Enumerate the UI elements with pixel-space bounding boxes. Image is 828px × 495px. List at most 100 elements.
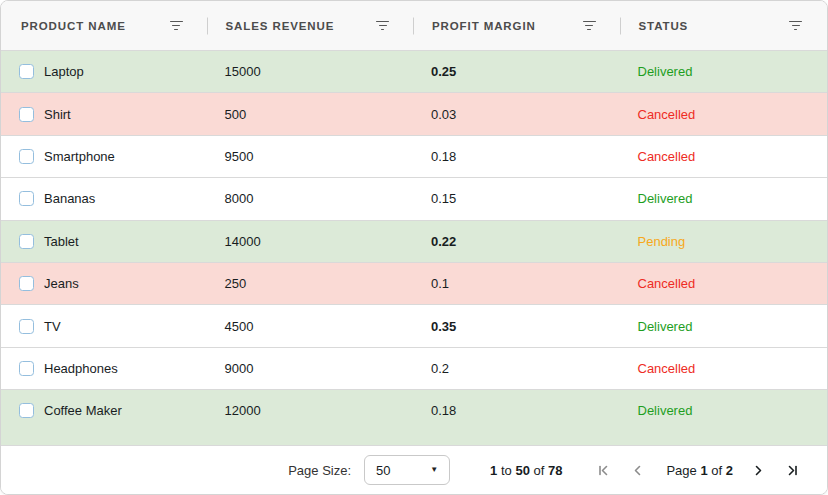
profit-margin-text: 0.03: [431, 107, 456, 122]
status-badge: Delivered: [638, 64, 693, 79]
status-cell: Cancelled: [621, 136, 828, 177]
previous-page-icon[interactable]: [624, 457, 650, 483]
column-header-sales-revenue[interactable]: Sales Revenue: [208, 1, 415, 50]
product-name-text: Tablet: [44, 234, 79, 249]
page-size-select[interactable]: 50 ▼: [364, 455, 450, 485]
sales-revenue-text: 14000: [225, 234, 261, 249]
page-indicator: Page 1 of 2: [666, 463, 733, 478]
grid-header-row: Product Name Sales Revenue Profit Margin…: [1, 1, 827, 51]
product-name-text: Laptop: [44, 64, 84, 79]
table-row[interactable]: Headphones 9000 0.2 Cancelled: [1, 348, 827, 390]
profit-margin-text: 0.1: [431, 276, 449, 291]
table-row[interactable]: Coffee Maker 12000 0.18 Delivered: [1, 390, 827, 425]
pagination-controls: Page 1 of 2: [590, 457, 805, 483]
product-name-cell: Jeans: [1, 263, 208, 304]
profit-margin-cell: 0.18: [414, 390, 621, 425]
status-badge: Delivered: [638, 191, 693, 206]
status-cell: Delivered: [621, 178, 828, 219]
profit-margin-text: 0.25: [431, 64, 456, 79]
range-total: 78: [548, 463, 562, 478]
row-checkbox[interactable]: [19, 64, 34, 79]
chevron-down-icon: ▼: [430, 466, 438, 474]
status-badge: Delivered: [638, 403, 693, 418]
table-row[interactable]: Smartphone 9500 0.18 Cancelled: [1, 136, 827, 178]
sales-revenue-text: 12000: [225, 403, 261, 418]
status-cell: Cancelled: [621, 93, 828, 134]
product-name-cell: Smartphone: [1, 136, 208, 177]
range-of-label: of: [534, 463, 545, 478]
status-cell: Delivered: [621, 51, 828, 92]
column-header-profit-margin[interactable]: Profit Margin: [414, 1, 621, 50]
profit-margin-text: 0.22: [431, 234, 456, 249]
sales-revenue-text: 9500: [225, 149, 254, 164]
product-name-text: Headphones: [44, 361, 118, 376]
filter-icon[interactable]: [167, 18, 186, 34]
table-row[interactable]: Jeans 250 0.1 Cancelled: [1, 263, 827, 305]
profit-margin-text: 0.2: [431, 361, 449, 376]
row-checkbox[interactable]: [19, 234, 34, 249]
row-checkbox[interactable]: [19, 276, 34, 291]
row-range-summary: 1 to 50 of 78: [490, 463, 562, 478]
product-name-text: Jeans: [44, 276, 79, 291]
row-checkbox[interactable]: [19, 107, 34, 122]
status-cell: Cancelled: [621, 263, 828, 304]
filter-icon[interactable]: [373, 18, 392, 34]
table-row[interactable]: Laptop 15000 0.25 Delivered: [1, 51, 827, 93]
product-name-cell: Bananas: [1, 178, 208, 219]
sales-revenue-text: 8000: [225, 191, 254, 206]
range-to-label: to: [501, 463, 512, 478]
page-size-label: Page Size:: [288, 463, 351, 478]
status-cell: Cancelled: [621, 348, 828, 389]
profit-margin-text: 0.35: [431, 319, 456, 334]
sales-revenue-text: 500: [225, 107, 247, 122]
filter-icon[interactable]: [786, 18, 805, 34]
status-cell: Pending: [621, 221, 828, 262]
product-name-text: TV: [44, 319, 61, 334]
profit-margin-text: 0.18: [431, 149, 456, 164]
row-checkbox[interactable]: [19, 403, 34, 418]
sales-revenue-cell: 9000: [208, 348, 415, 389]
row-checkbox[interactable]: [19, 149, 34, 164]
filter-icon[interactable]: [580, 18, 599, 34]
next-page-icon[interactable]: [745, 457, 771, 483]
sales-revenue-cell: 4500: [208, 305, 415, 346]
first-page-icon[interactable]: [590, 457, 616, 483]
range-start: 1: [490, 463, 497, 478]
sales-revenue-cell: 8000: [208, 178, 415, 219]
status-badge: Cancelled: [638, 107, 696, 122]
table-row[interactable]: Shirt 500 0.03 Cancelled: [1, 93, 827, 135]
product-name-cell: Laptop: [1, 51, 208, 92]
column-header-label: Product Name: [21, 20, 126, 32]
column-header-product-name[interactable]: Product Name: [1, 1, 208, 50]
row-checkbox[interactable]: [19, 361, 34, 376]
row-checkbox[interactable]: [19, 191, 34, 206]
status-badge: Cancelled: [638, 361, 696, 376]
pagination-bar: Page Size: 50 ▼ 1 to 50 of 78 Page 1 of: [1, 445, 827, 494]
product-name-text: Shirt: [44, 107, 71, 122]
profit-margin-text: 0.15: [431, 191, 456, 206]
table-row[interactable]: Bananas 8000 0.15 Delivered: [1, 178, 827, 220]
sales-revenue-cell: 250: [208, 263, 415, 304]
status-badge: Pending: [638, 234, 686, 249]
page-size-group: Page Size: 50 ▼: [288, 455, 450, 485]
row-checkbox[interactable]: [19, 319, 34, 334]
product-name-cell: Headphones: [1, 348, 208, 389]
last-page-icon[interactable]: [779, 457, 805, 483]
product-name-text: Coffee Maker: [44, 403, 122, 418]
product-name-cell: Coffee Maker: [1, 390, 208, 425]
sales-revenue-cell: 14000: [208, 221, 415, 262]
status-cell: Delivered: [621, 390, 828, 425]
range-end: 50: [515, 463, 529, 478]
profit-margin-cell: 0.15: [414, 178, 621, 219]
profit-margin-text: 0.18: [431, 403, 456, 418]
table-row[interactable]: TV 4500 0.35 Delivered: [1, 305, 827, 347]
sales-revenue-cell: 500: [208, 93, 415, 134]
page-label: Page: [666, 463, 696, 478]
page-of-label: of: [711, 463, 722, 478]
table-row[interactable]: Tablet 14000 0.22 Pending: [1, 221, 827, 263]
column-header-label: Sales Revenue: [226, 20, 335, 32]
profit-margin-cell: 0.1: [414, 263, 621, 304]
column-header-status[interactable]: Status: [621, 1, 828, 50]
sales-revenue-text: 250: [225, 276, 247, 291]
sales-revenue-cell: 15000: [208, 51, 415, 92]
